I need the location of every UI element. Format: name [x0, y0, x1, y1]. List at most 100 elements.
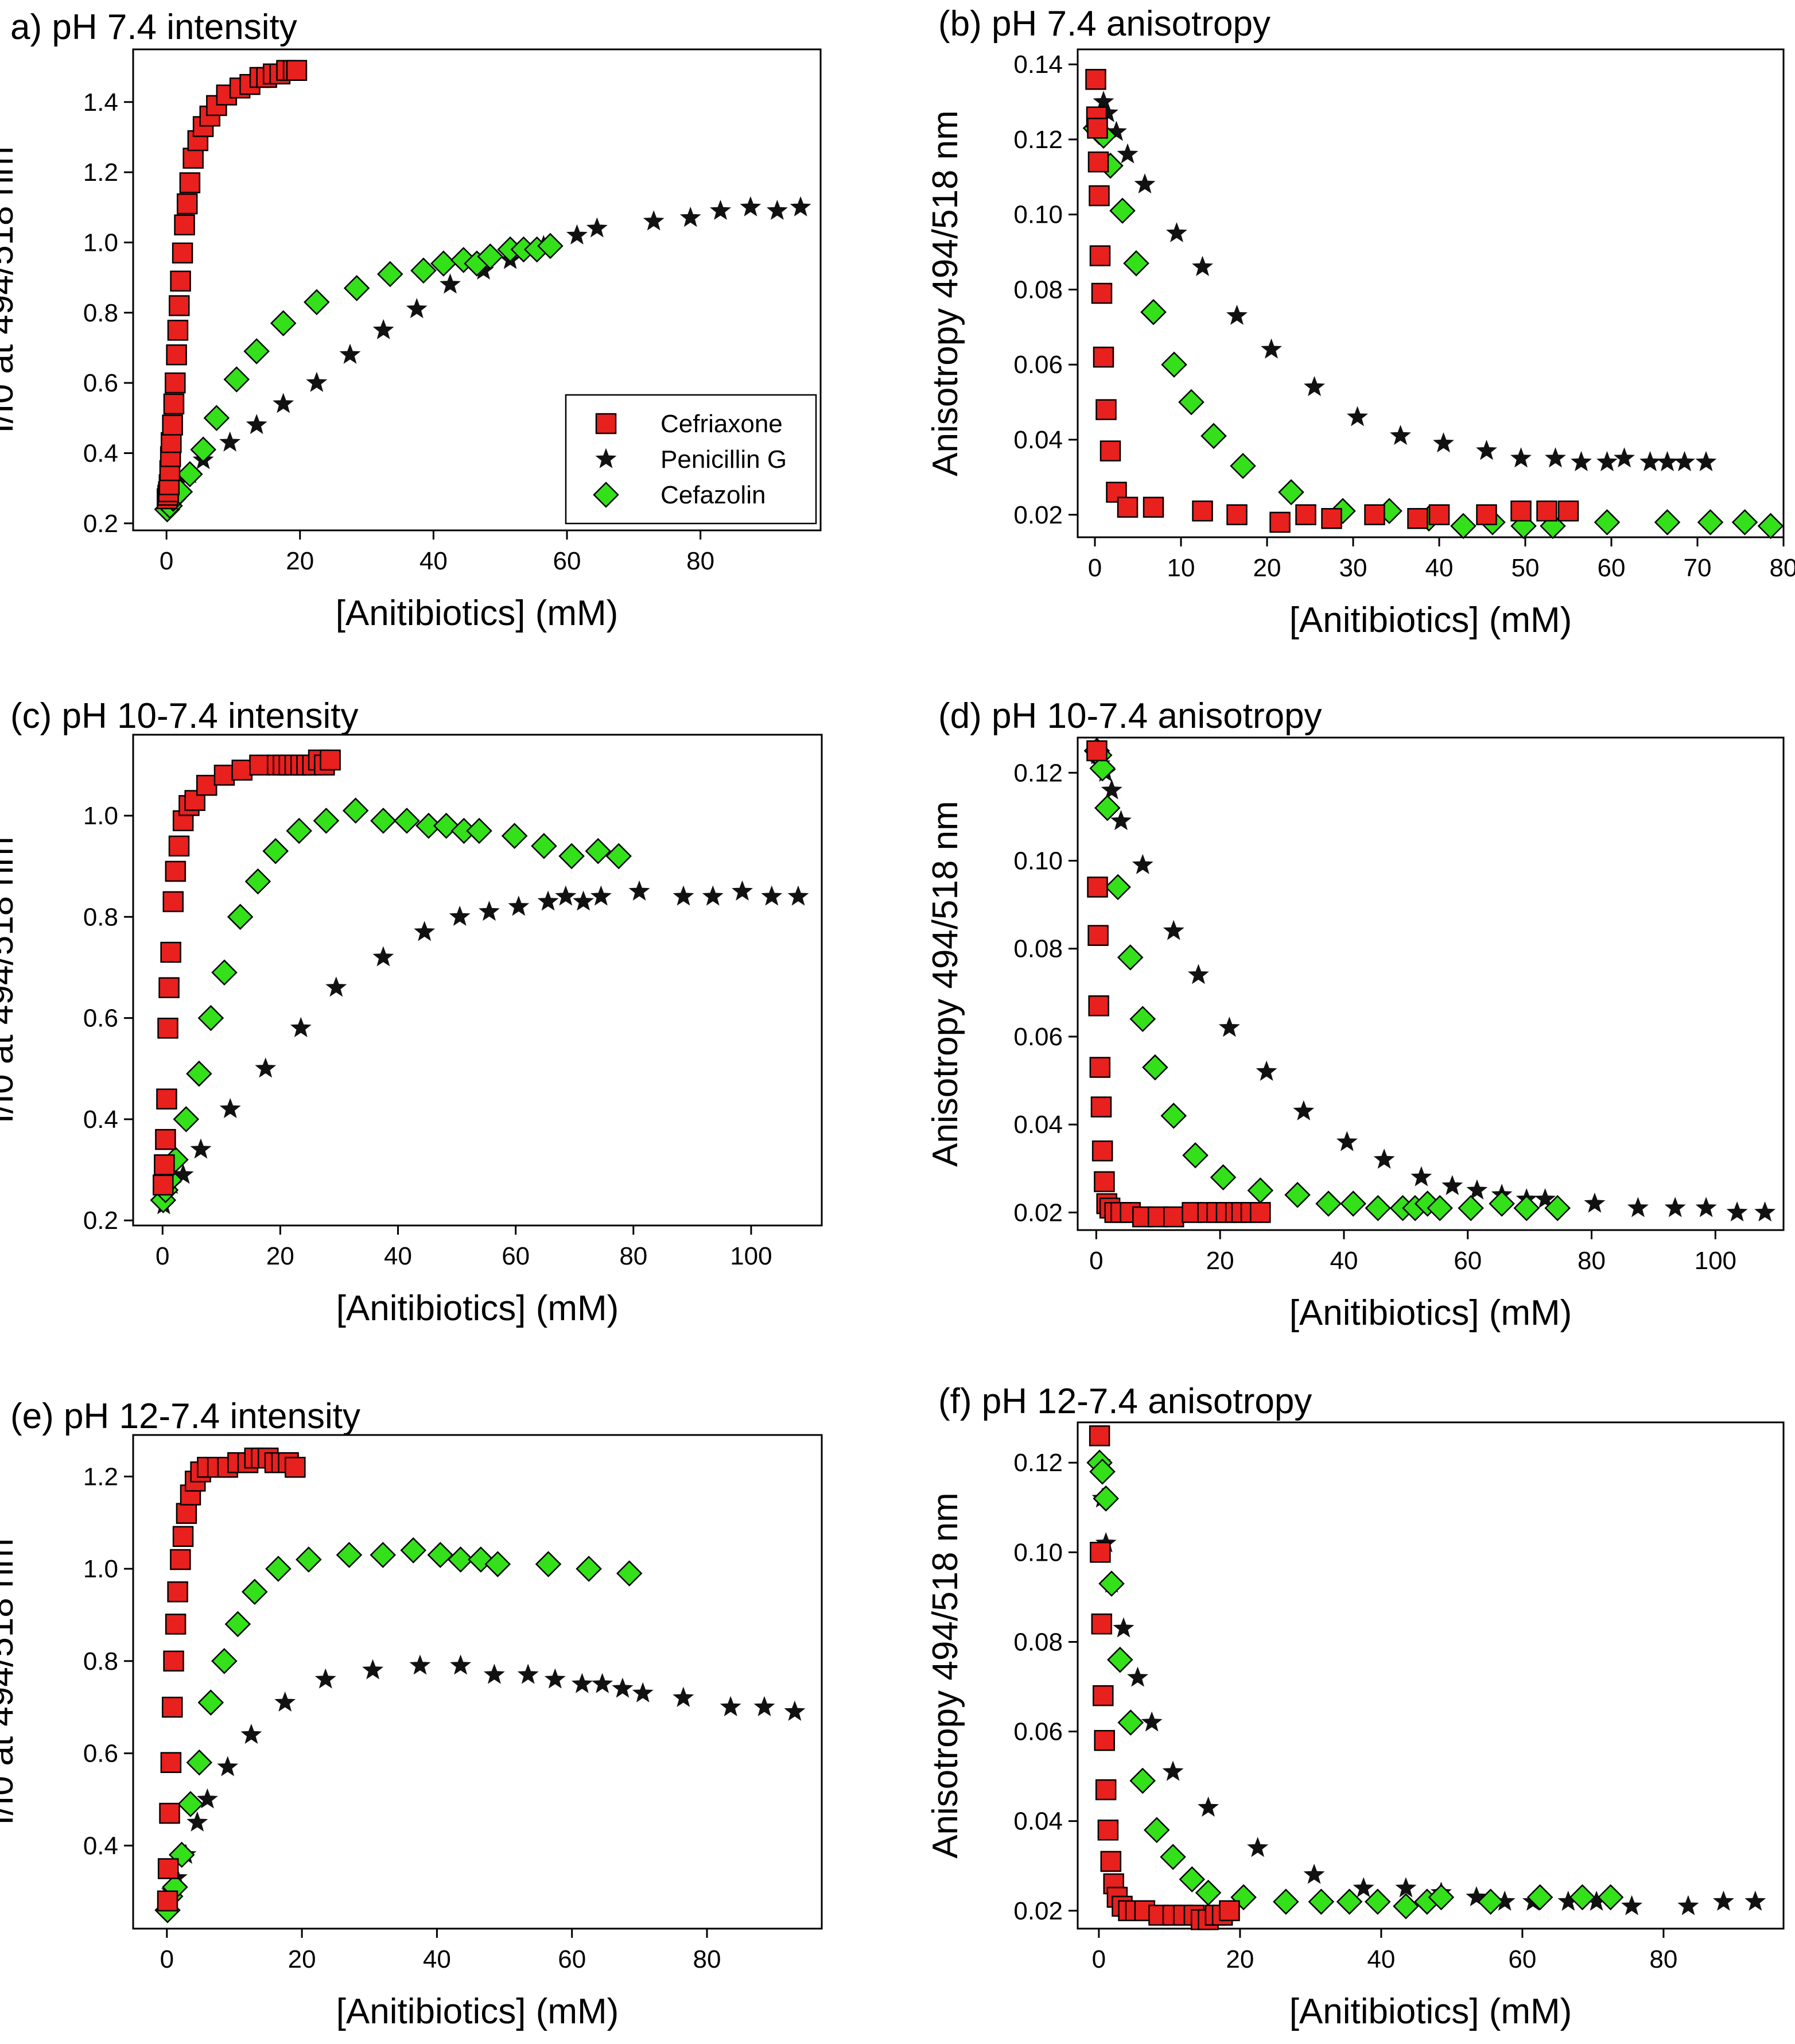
- data-point-cefazolin-20: [501, 823, 528, 850]
- data-point-cefriaxone-2: [1091, 1613, 1113, 1635]
- data-point-cefazolin-5: [186, 1749, 213, 1776]
- data-point-penicillin-g-20: [673, 1686, 694, 1707]
- panel-title: (c) pH 10-7.4 intensity: [10, 696, 358, 736]
- data-point-cefazolin-8: [1160, 1844, 1186, 1870]
- data-point-penicillin-g-23: [1726, 1201, 1748, 1222]
- data-point-penicillin-g-18: [1534, 1188, 1556, 1209]
- x-tick-label: 10: [1167, 554, 1195, 582]
- data-point-cefriaxone-4: [161, 1696, 183, 1718]
- y-tick-label: 0.6: [83, 1740, 118, 1768]
- data-point-penicillin-g-21: [720, 1696, 741, 1716]
- data-point-cefriaxone-8: [165, 860, 187, 882]
- data-point-penicillin-g-8: [1218, 1017, 1240, 1037]
- data-point-penicillin-g-12: [479, 901, 500, 921]
- data-point-penicillin-g-14: [1433, 432, 1454, 453]
- data-point-penicillin-g-9: [306, 371, 328, 392]
- y-tick-label: 0.08: [1013, 276, 1063, 304]
- y-tick-label: 0.4: [83, 1832, 118, 1860]
- data-point-cefazolin-15: [394, 808, 420, 834]
- panel-title: (b) pH 7.4 anisotropy: [938, 4, 1271, 44]
- data-point-cefazolin-15: [427, 1542, 454, 1568]
- y-tick-label: 0.12: [1013, 126, 1063, 154]
- y-tick-label: 0.06: [1013, 351, 1063, 379]
- data-point-cefriaxone-7: [162, 891, 184, 913]
- y-tick-label: 0.14: [1013, 51, 1063, 79]
- data-point-penicillin-g-16: [1510, 447, 1532, 468]
- series-cefazolin: [1086, 1449, 1624, 1919]
- data-point-cefazolin-7: [1143, 1817, 1170, 1844]
- legend-marker-cefazolin: [593, 482, 619, 508]
- data-point-cefazolin-13: [1308, 1888, 1335, 1915]
- data-point-penicillin-g-23: [784, 1700, 806, 1721]
- panel-f: (f) pH 12-7.4 anisotropy 0 20 40 60 80 0.02 0.0…: [926, 1382, 1785, 2031]
- data-point-penicillin-g-5: [1132, 854, 1153, 874]
- data-point-penicillin-g-18: [586, 217, 608, 238]
- data-point-penicillin-g-17: [592, 1673, 613, 1693]
- data-point-cefriaxone-2: [155, 1128, 176, 1150]
- data-point-penicillin-g-21: [710, 199, 732, 220]
- y-axis-label: Anisotropy 494/518 nm: [926, 110, 965, 476]
- data-point-cefriaxone-3: [1088, 995, 1109, 1017]
- plot-frame: [132, 48, 822, 532]
- legend-marker-cefriaxone: [595, 413, 617, 435]
- data-point-cefriaxone-11: [167, 320, 189, 341]
- data-point-cefazolin-9: [244, 868, 271, 895]
- data-point-cefazolin-19: [1477, 1888, 1504, 1915]
- data-point-penicillin-g-7: [240, 1723, 262, 1744]
- legend-label: Cefazolin: [661, 481, 766, 509]
- data-point-cefriaxone-6: [1091, 282, 1113, 304]
- data-point-cefriaxone-9: [168, 835, 190, 857]
- series-cefriaxone: [1085, 69, 1579, 533]
- data-point-cefazolin-4: [177, 461, 203, 487]
- data-point-cefriaxone-1: [1090, 1542, 1111, 1563]
- x-axis-label: [Anitibiotics] (mM): [1289, 1992, 1572, 2031]
- data-point-cefriaxone-22: [1219, 1900, 1240, 1922]
- data-point-cefriaxone-3: [1087, 151, 1109, 173]
- y-tick-label: 0.02: [1013, 501, 1063, 529]
- data-point-cefazolin-22: [1513, 1194, 1540, 1221]
- data-point-penicillin-g-19: [643, 210, 665, 231]
- data-point-cefazolin-21: [1697, 509, 1724, 536]
- data-point-cefazolin-16: [1393, 1893, 1419, 1919]
- x-axis-label: [Anitibiotics] (mM): [336, 594, 619, 633]
- data-point-cefazolin-4: [177, 1791, 204, 1817]
- data-point-cefriaxone-0: [153, 1174, 174, 1196]
- data-point-cefazolin-22: [558, 843, 585, 870]
- x-axis-label: [Anitibiotics] (mM): [1289, 600, 1572, 640]
- data-point-cefazolin-22: [1731, 509, 1758, 536]
- panel-e: (e) pH 12-7.4 intensity 0 20 40 60 80 0.4 0.6 0.…: [0, 1397, 823, 2031]
- data-point-penicillin-g-20: [702, 885, 724, 906]
- series-cefriaxone: [1089, 1425, 1240, 1930]
- data-point-penicillin-g-10: [362, 1659, 384, 1680]
- data-point-penicillin-g-6: [255, 1057, 277, 1078]
- data-point-cefriaxone-6: [1097, 1820, 1119, 1841]
- data-point-cefazolin-8: [224, 1611, 251, 1638]
- data-point-penicillin-g-10: [1293, 1100, 1315, 1120]
- x-tick-label: 60: [558, 1945, 586, 1973]
- data-point-penicillin-g-5: [1117, 143, 1139, 164]
- data-point-cefriaxone-18: [182, 148, 204, 169]
- series-cefazolin: [1083, 738, 1571, 1221]
- data-point-cefazolin-21: [531, 833, 557, 859]
- data-point-penicillin-g-4: [1113, 1617, 1134, 1638]
- data-point-penicillin-g-19: [632, 1682, 654, 1702]
- series-cefriaxone: [1086, 740, 1271, 1228]
- data-point-cefazolin-6: [197, 1004, 224, 1031]
- data-point-cefazolin-13: [410, 257, 437, 284]
- data-point-cefriaxone-15: [231, 759, 252, 781]
- data-point-cefriaxone-12: [169, 295, 190, 316]
- legend-label: Cefriaxone: [661, 410, 783, 438]
- data-point-cefriaxone-1: [154, 1154, 175, 1176]
- data-point-penicillin-g-19: [673, 885, 694, 906]
- data-point-penicillin-g-17: [566, 224, 588, 245]
- y-tick-label: 0.10: [1013, 1538, 1063, 1566]
- y-tick-label: 0.04: [1013, 1808, 1063, 1836]
- data-point-penicillin-g-6: [1134, 173, 1156, 194]
- x-tick-label: 20: [266, 1242, 294, 1270]
- data-point-cefazolin-11: [343, 275, 370, 301]
- data-point-cefriaxone-19: [1407, 508, 1428, 529]
- x-tick-label: 80: [1770, 554, 1795, 582]
- y-tick-label: 0.08: [1013, 1628, 1063, 1656]
- data-point-cefazolin-15: [1365, 1194, 1392, 1221]
